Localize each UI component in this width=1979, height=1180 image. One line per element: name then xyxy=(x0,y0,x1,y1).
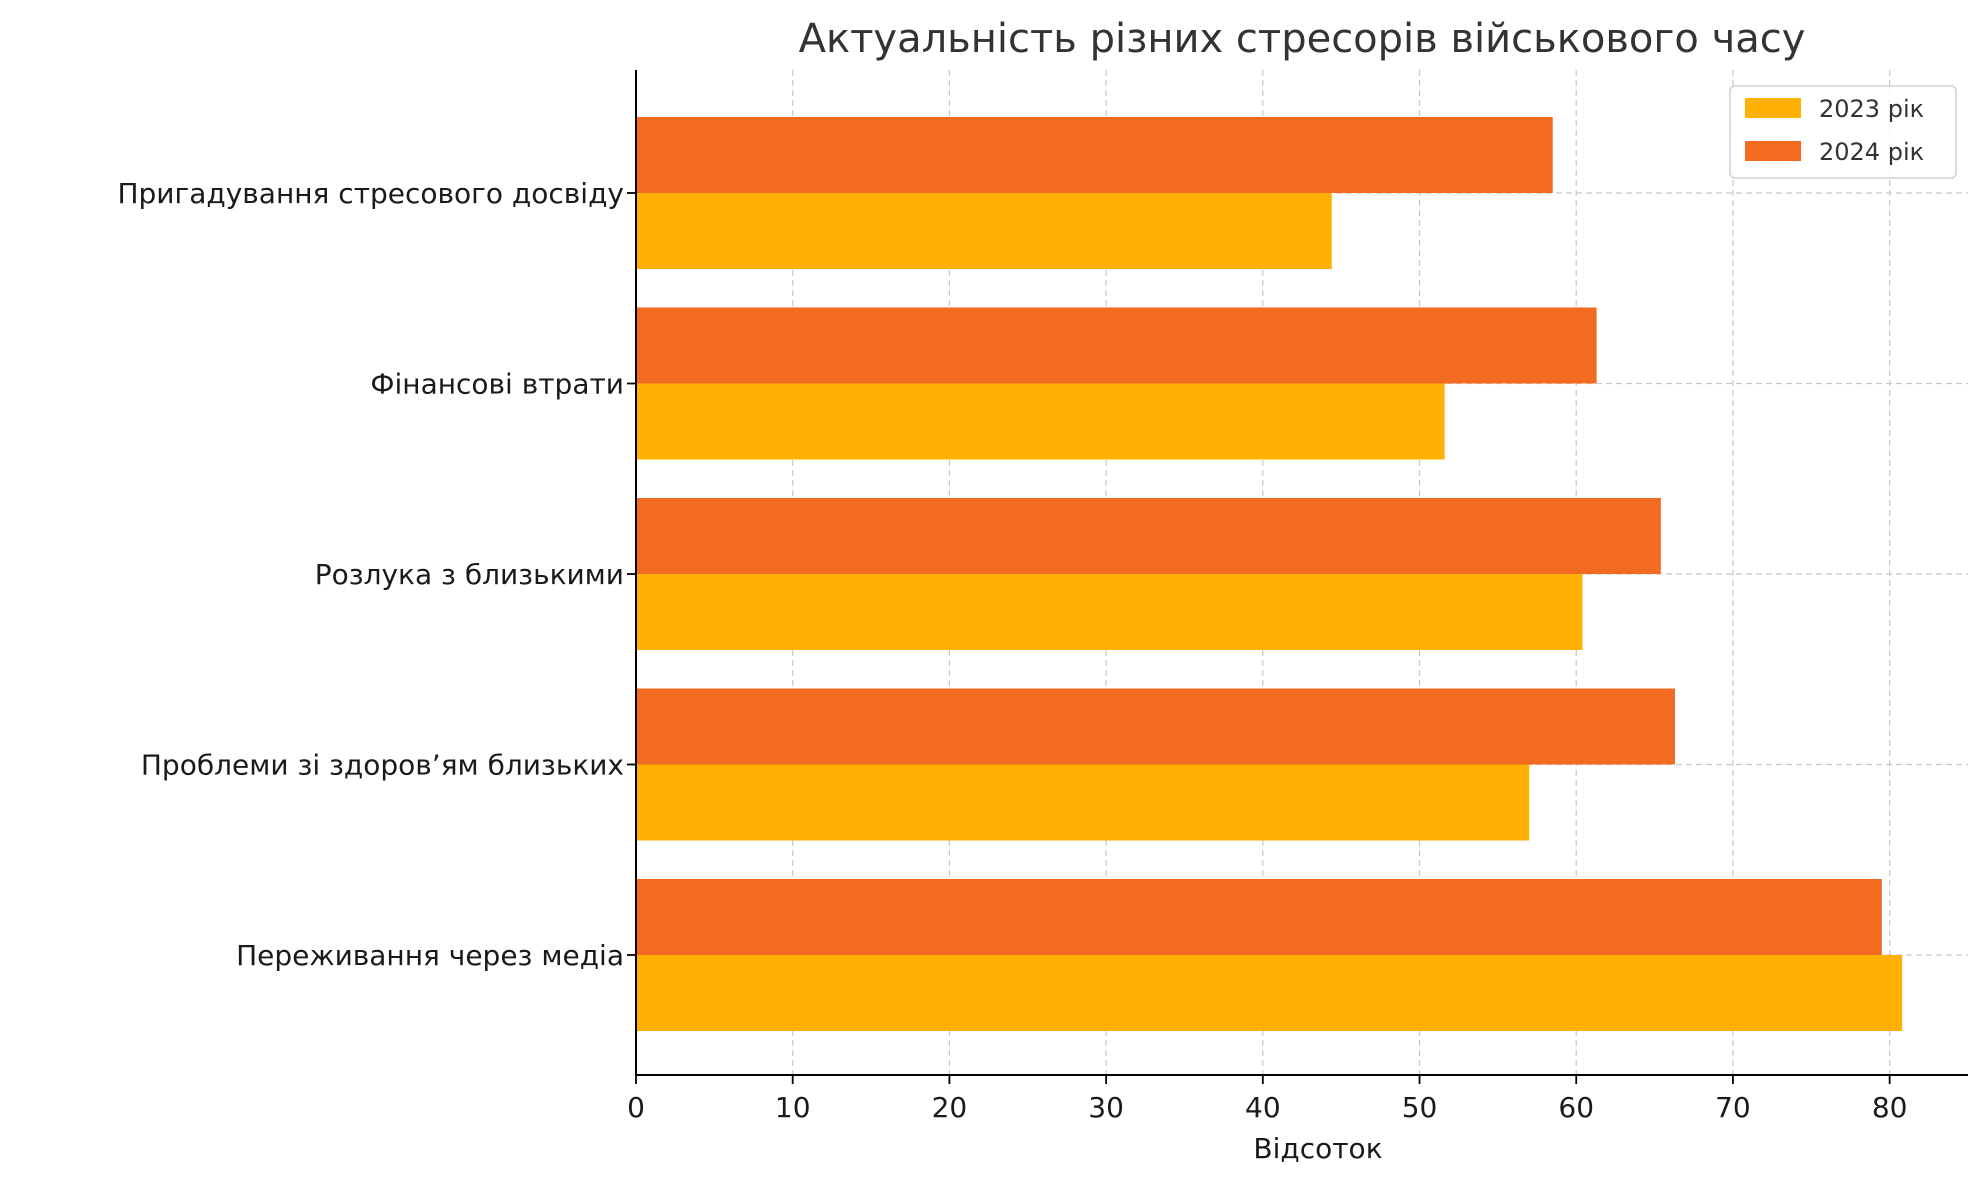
bar-2023-0 xyxy=(636,193,1332,269)
x-tick-label-40: 40 xyxy=(1245,1091,1281,1124)
category-label-0: Пригадування стресового досвіду xyxy=(117,177,624,210)
bar-2024-1 xyxy=(636,307,1597,384)
legend-swatch-2023 xyxy=(1745,98,1801,118)
legend-label-2024: 2024 рік xyxy=(1819,138,1924,166)
x-tick-label-10: 10 xyxy=(775,1091,811,1124)
legend: 2023 рік 2024 рік xyxy=(1729,85,1957,179)
category-label-4: Переживання через медіа xyxy=(236,939,624,972)
chart-title: Актуальність різних стресорів військовог… xyxy=(799,16,1806,62)
axes xyxy=(635,70,1968,1076)
category-label-1: Фінансові втрати xyxy=(370,368,624,401)
bar-2023-3 xyxy=(636,764,1530,841)
bar-2024-2 xyxy=(636,498,1661,574)
bar-2024-3 xyxy=(636,688,1675,765)
bars xyxy=(636,117,1903,1031)
bar-2024-4 xyxy=(636,879,1882,955)
x-tick-label-30: 30 xyxy=(1088,1091,1124,1124)
x-tick-label-20: 20 xyxy=(932,1091,968,1124)
x-tick-label-50: 50 xyxy=(1402,1091,1438,1124)
x-axis-title: Відсоток xyxy=(1253,1132,1382,1165)
bar-2023-1 xyxy=(636,383,1445,460)
category-label-2: Розлука з близькими xyxy=(315,558,624,591)
category-label-3: Проблеми зі здоров’ям близьких xyxy=(141,749,624,782)
category-labels: Пригадування стресового досвіду Фінансові… xyxy=(117,177,624,972)
x-tick-label-0: 0 xyxy=(627,1091,645,1124)
legend-label-2023: 2023 рік xyxy=(1819,95,1924,123)
x-tick-label-60: 60 xyxy=(1558,1091,1594,1124)
legend-swatch-2024 xyxy=(1745,141,1801,161)
x-tick-label-80: 80 xyxy=(1872,1091,1908,1124)
bar-2024-0 xyxy=(636,117,1553,193)
bar-2023-2 xyxy=(636,574,1583,650)
x-tick-label-70: 70 xyxy=(1715,1091,1751,1124)
x-ticks: 0 10 20 30 40 50 60 70 80 xyxy=(627,192,1908,1124)
bar-2023-4 xyxy=(636,955,1903,1031)
